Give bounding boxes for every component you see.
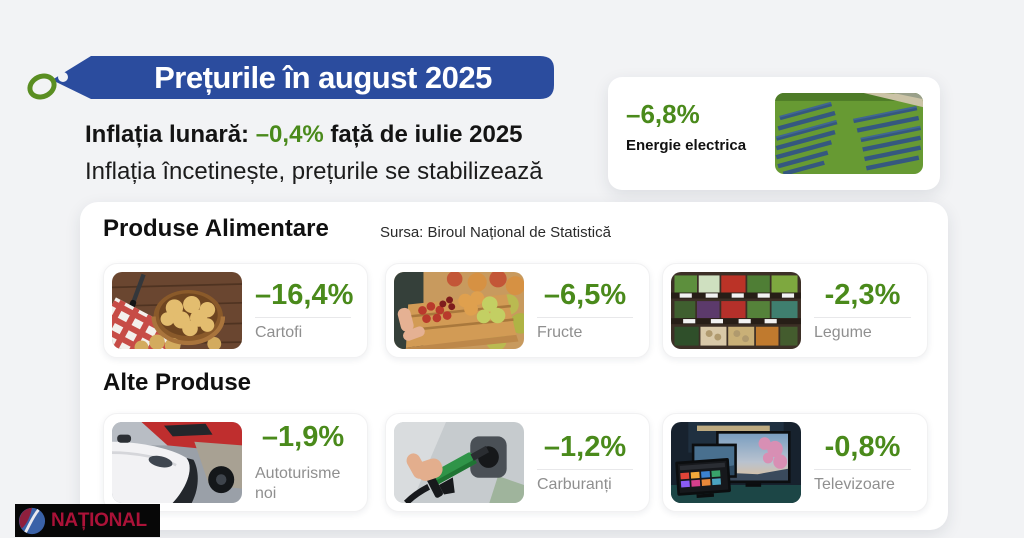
inflation-prefix: Inflația lunară:: [85, 121, 256, 148]
inflation-suffix: față de iulie 2025: [323, 121, 523, 148]
percent-change: –1,9%: [261, 421, 345, 453]
stat-card-autoturisme: –1,9% Autoturisme noi: [103, 413, 368, 512]
inflation-headline: Inflația lunară: –0,4% față de iulie 202…: [85, 121, 523, 149]
percent-change: –6,5%: [543, 278, 627, 311]
divider: [814, 468, 911, 470]
category-label: Televizoare: [814, 475, 895, 493]
inflation-subtext: Inflația încetinește, prețurile se stabi…: [85, 158, 543, 185]
section-title-food: Produse Alimentare: [103, 215, 329, 242]
category-label: Legume: [814, 323, 872, 341]
category-label: Autoturisme noi: [255, 465, 341, 502]
percent-change: -2,3%: [824, 278, 901, 311]
category-label: Fructe: [537, 323, 583, 341]
energy-label: Energie electrica: [626, 137, 747, 154]
stat-card-televizoare: -0,8% Televizoare: [662, 413, 928, 512]
divider: [537, 316, 633, 318]
vegetables-photo: [671, 272, 801, 349]
fruits-photo: [394, 272, 524, 349]
price-tag-icon: [52, 56, 554, 99]
cars-photo: [112, 422, 242, 503]
inflation-value: –0,4%: [255, 121, 324, 148]
stat-card-cartofi: –16,4% Cartofi: [103, 263, 368, 358]
stat-card-carburanti: –1,2% Carburanți: [385, 413, 650, 512]
fuel-pump-photo: [394, 422, 524, 503]
main-card: Produse Alimentare Sursa: Biroul Naționa…: [80, 202, 948, 530]
potatoes-photo: [112, 272, 242, 349]
divider: [255, 316, 351, 318]
percent-change: –1,2%: [543, 430, 627, 463]
section-title-other: Alte Produse: [103, 369, 252, 396]
solar-farm-photo: [775, 93, 923, 174]
percent-change: -0,8%: [824, 430, 901, 463]
category-label: Carburanți: [537, 475, 612, 493]
category-label: Cartofi: [255, 323, 303, 341]
energy-card: –6,8% Energie electrica: [608, 77, 940, 190]
page-title: Prețurile în august 2025: [154, 59, 492, 95]
percent-change: –16,4%: [255, 278, 354, 311]
energy-percent-change: –6,8%: [626, 99, 700, 129]
watermark-text: NAȚIONAL: [51, 509, 147, 531]
stat-card-fructe: –6,5% Fructe: [385, 263, 650, 358]
divider: [814, 316, 911, 318]
national-watermark: NAȚIONAL: [15, 504, 160, 537]
national-logo-icon: [18, 507, 46, 534]
source-note: Sursa: Biroul Național de Statistică: [380, 224, 611, 241]
tv-photo: [671, 422, 801, 503]
title-banner: Prețurile în august 2025: [52, 54, 556, 101]
stat-card-legume: -2,3% Legume: [662, 263, 928, 358]
divider: [537, 468, 633, 470]
